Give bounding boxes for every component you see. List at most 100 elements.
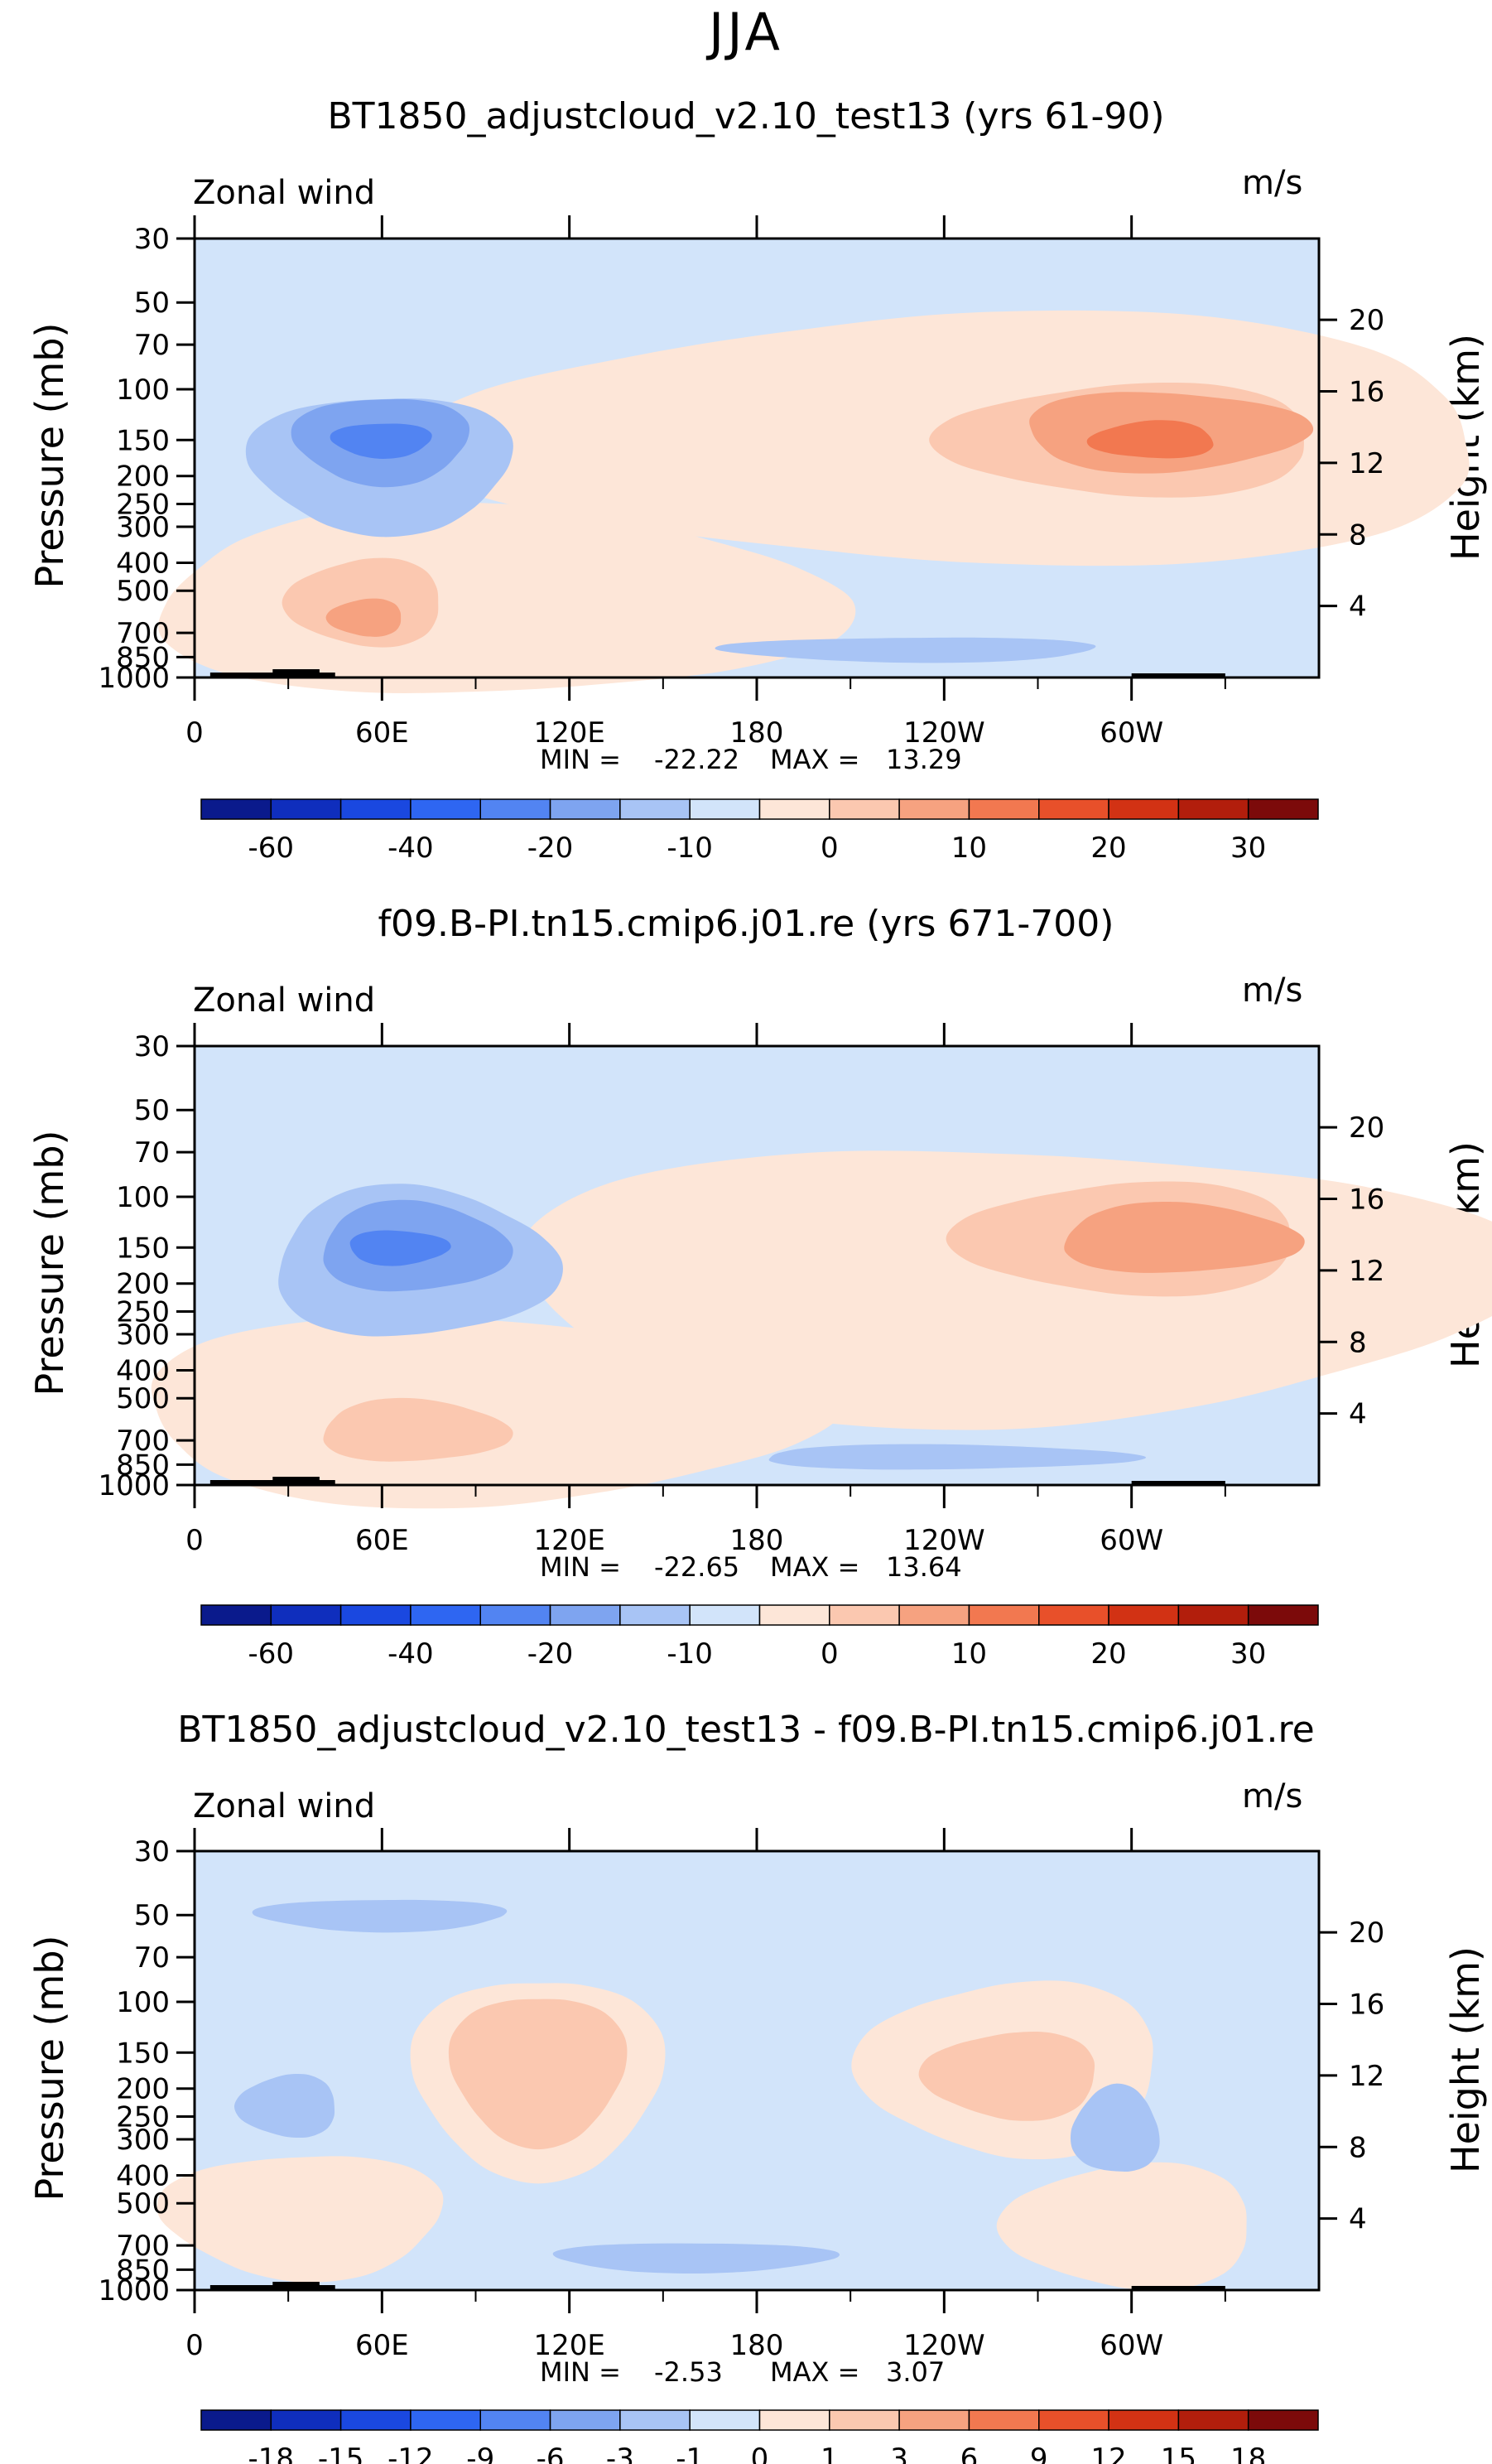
y-tick-label: 50 — [134, 1899, 170, 1932]
colorbar-label: -40 — [387, 832, 434, 865]
colorbar-segment — [758, 1604, 830, 1626]
colorbar-label: -10 — [667, 832, 713, 865]
colorbar-segment — [829, 1604, 900, 1626]
colorbar-segment — [410, 2409, 481, 2431]
y-tick-label: 700 — [116, 617, 170, 650]
y-tick-label: 50 — [134, 287, 170, 320]
variable-label: Zonal wind — [193, 1787, 376, 1825]
contour-region — [233, 2073, 335, 2139]
y-right-tick-label: 20 — [1349, 304, 1384, 337]
y-axis-label-right: Height (km) — [1443, 1140, 1488, 1369]
y-tick-label: 30 — [134, 1835, 170, 1868]
x-tick-label: 60E — [355, 716, 409, 750]
plot-background — [195, 1046, 1319, 1485]
contour-region — [1029, 392, 1314, 474]
max-value: 13.64 — [886, 1551, 962, 1583]
y-tick-label: 700 — [116, 1425, 170, 1458]
contour-region — [151, 1317, 845, 1509]
max-label: MAX = — [770, 744, 860, 775]
topography — [1131, 2286, 1225, 2290]
contour-region — [245, 398, 513, 538]
colorbar-segment — [339, 798, 412, 820]
contour-region — [291, 398, 470, 488]
colorbar-label: -6 — [537, 2442, 565, 2464]
contour-region — [323, 1397, 513, 1462]
contour-region — [325, 598, 402, 637]
colorbar-label: 3 — [890, 2442, 908, 2464]
y-tick-label: 400 — [116, 547, 170, 581]
y-tick-label: 100 — [116, 374, 170, 407]
contour-region — [156, 2156, 444, 2283]
colorbar-label: 30 — [1230, 832, 1266, 865]
colorbar-label: 6 — [960, 2442, 979, 2464]
colorbar-segment — [479, 1604, 551, 1626]
colorbar-label: 18 — [1230, 2442, 1266, 2464]
y-axis-label: Pressure (mb) — [27, 322, 72, 589]
colorbar-segment — [410, 798, 481, 820]
x-tick-label: 60W — [1100, 1524, 1163, 1557]
colorbar-segment — [200, 798, 272, 820]
max-value: 3.07 — [886, 2356, 946, 2388]
contour-region — [252, 1899, 508, 1933]
colorbar-segment — [898, 798, 970, 820]
contour-region — [715, 637, 1096, 663]
contour-region — [918, 2031, 1095, 2121]
y-tick-label: 70 — [134, 1136, 170, 1169]
colorbar-label: -9 — [466, 2442, 494, 2464]
colorbar-segment — [689, 2409, 761, 2431]
colorbar-label: 20 — [1090, 832, 1126, 865]
x-tick-label: 0 — [185, 2329, 204, 2362]
colorbar: -60 -40 -20 -10 0 10 20 30 — [200, 1604, 1319, 1671]
y-axis-label-right: Height (km) — [1443, 1946, 1488, 2174]
y-right-tick-label: 20 — [1349, 1917, 1384, 1950]
y-tick-label: 500 — [116, 2187, 170, 2220]
units-label: m/s — [1242, 164, 1303, 202]
colorbar-segment — [200, 1604, 272, 1626]
y-tick-label: 100 — [116, 1181, 170, 1214]
y-right-tick-label: 4 — [1349, 2203, 1367, 2236]
contour-region — [851, 1980, 1153, 2160]
contour-region — [946, 1181, 1290, 1297]
colorbar-segment — [898, 1604, 970, 1626]
y-tick-label: 250 — [116, 1295, 170, 1328]
page-title: JJA — [709, 2, 783, 62]
contour-region — [323, 1199, 513, 1292]
plot-background — [195, 239, 1319, 677]
colorbar-label: 0 — [751, 2442, 769, 2464]
y-tick-label: 400 — [116, 1355, 170, 1388]
variable-label: Zonal wind — [193, 981, 376, 1020]
colorbar-label: -15 — [318, 2442, 364, 2464]
plot-frame — [193, 237, 1321, 679]
colorbar-segment — [758, 798, 830, 820]
topography — [1131, 1481, 1225, 1485]
y-right-tick-label: 8 — [1349, 2131, 1367, 2164]
colorbar-segment — [479, 798, 551, 820]
y-axis-label: Pressure (mb) — [27, 1935, 72, 2201]
min-value: -2.53 — [654, 2356, 723, 2388]
max-label: MAX = — [770, 1551, 860, 1583]
y-tick-label: 300 — [116, 1319, 170, 1352]
topography — [1131, 673, 1225, 677]
min-label: MIN = — [540, 1551, 621, 1583]
y-tick-label: 400 — [116, 2160, 170, 2193]
y-tick-label: 200 — [116, 2073, 170, 2106]
colorbar-segment — [1177, 1604, 1249, 1626]
topography — [209, 673, 335, 677]
topography — [209, 1480, 335, 1485]
colorbar-segment — [689, 798, 761, 820]
y-tick-label: 1000 — [98, 2274, 170, 2307]
y-tick-label: 30 — [134, 223, 170, 256]
contour-region — [448, 1999, 628, 2150]
colorbar-label: 30 — [1230, 1637, 1266, 1671]
y-right-tick-label: 16 — [1349, 1989, 1384, 2022]
y-tick-label: 70 — [134, 1941, 170, 1975]
x-tick-label: 60W — [1100, 716, 1163, 750]
y-tick-label: 150 — [116, 2037, 170, 2070]
colorbar-segment — [1038, 2409, 1109, 2431]
y-right-tick-label: 4 — [1349, 1398, 1367, 1431]
colorbar-label: -60 — [248, 832, 295, 865]
plot-frame — [193, 1044, 1321, 1487]
min-value: -22.65 — [654, 1551, 740, 1583]
y-tick-label: 200 — [116, 1268, 170, 1301]
